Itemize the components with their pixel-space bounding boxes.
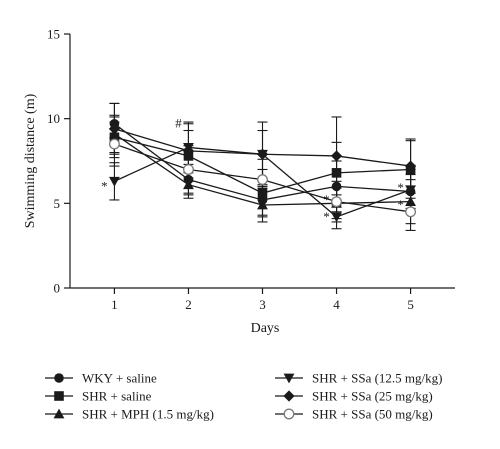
legend-item: SHR + SSa (25 mg/kg) <box>275 389 433 404</box>
legend-item: SHR + SSa (50 mg/kg) <box>275 407 433 422</box>
legend-item: SHR + saline <box>45 389 152 404</box>
x-tick-label: 3 <box>259 297 266 312</box>
data-point <box>108 138 120 150</box>
legend-label: WKY + saline <box>82 371 157 386</box>
y-tick-label: 15 <box>47 27 60 42</box>
data-point <box>405 206 417 218</box>
significance-star: * <box>397 197 404 212</box>
legend-label: SHR + SSa (12.5 mg/kg) <box>312 371 442 386</box>
legend-label: SHR + SSa (25 mg/kg) <box>312 389 433 404</box>
data-point <box>257 199 268 210</box>
y-tick-label: 0 <box>54 281 61 296</box>
series-group <box>108 102 417 231</box>
data-point <box>331 196 342 208</box>
significance-star: * <box>101 178 108 193</box>
legend-marker <box>54 373 64 383</box>
legend-item: SHR + SSa (12.5 mg/kg) <box>275 371 442 386</box>
legend-marker <box>283 408 295 420</box>
series-6 <box>108 121 417 231</box>
data-point <box>330 150 343 162</box>
x-tick-label: 2 <box>185 297 192 312</box>
y-tick-label: 10 <box>47 111 60 126</box>
legend-item: SHR + MPH (1.5 mg/kg) <box>45 407 214 422</box>
legend: WKY + saline SHR + saline SHR + MPH (1.5 m… <box>45 371 442 422</box>
legend-item: WKY + saline <box>45 371 157 386</box>
legend-label: SHR + saline <box>82 389 152 404</box>
legend-label: SHR + MPH (1.5 mg/kg) <box>82 407 214 422</box>
x-tick-label: 5 <box>407 297 414 312</box>
y-tick-label: 5 <box>54 196 61 211</box>
significance-star: * <box>323 192 330 207</box>
data-point <box>256 148 269 160</box>
legend-marker <box>283 390 295 402</box>
data-point <box>183 164 194 175</box>
legend-label: SHR + SSa (50 mg/kg) <box>312 407 433 422</box>
data-point <box>257 174 268 186</box>
legend-marker <box>283 373 295 384</box>
significance-hash: # <box>175 116 182 131</box>
x-tick-label: 1 <box>111 297 118 312</box>
annotations: * # * * * * <box>101 116 404 224</box>
significance-star: * <box>397 180 404 195</box>
x-ticks: 1 2 3 4 5 <box>111 288 414 312</box>
y-ticks: 0 5 10 15 <box>47 27 70 296</box>
data-point <box>404 160 417 172</box>
y-axis-title: Swimming distance (m) <box>23 93 38 228</box>
legend-marker <box>53 408 65 419</box>
data-point <box>109 176 120 187</box>
x-axis-title: Days <box>251 321 280 336</box>
significance-star: * <box>323 209 330 224</box>
legend-marker <box>54 391 64 401</box>
x-tick-label: 4 <box>333 297 340 312</box>
